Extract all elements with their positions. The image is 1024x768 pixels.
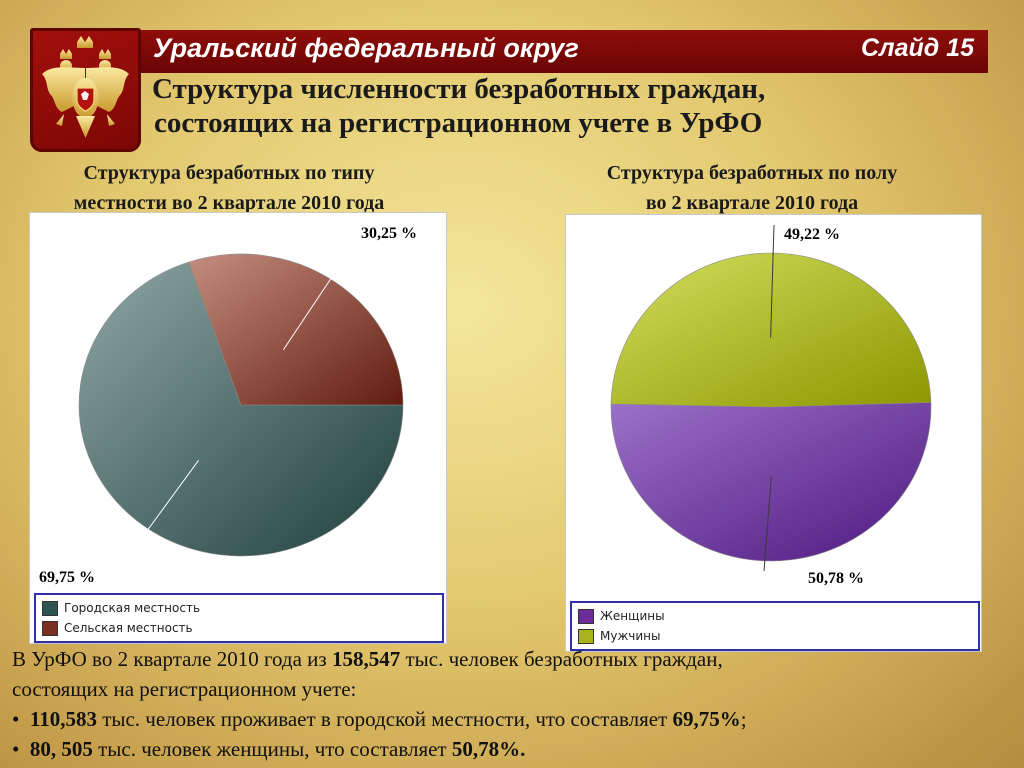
chart-1-title-line-2: местности во 2 квартале 2010 года: [73, 192, 385, 214]
pie-slice-women-leader-line: [763, 476, 772, 572]
summary-intro-a: В УрФО во 2 квартале 2010 года из: [12, 647, 332, 671]
legend-swatch-rural: [42, 620, 58, 636]
chart-2-pie: [610, 224, 932, 572]
pie-slice-urban-leader-line: [121, 459, 200, 566]
page-title-line-2: состоящих на регистрационном учете в УрФ…: [154, 107, 763, 139]
chart-1-legend: Городская местность Сельская местность: [34, 593, 444, 643]
summary-urban-end: ;: [740, 707, 747, 731]
pie-slice-rural-leader-line: [282, 246, 353, 350]
chart-2-panel: 49,22 % 50,78 % Женщины Мужчины: [565, 214, 982, 652]
chart-2-title: Структура безработных по полу во 2 кварт…: [552, 158, 952, 218]
chart-2-legend: Женщины Мужчины: [570, 601, 980, 651]
legend-item-women: Женщины: [578, 607, 665, 625]
legend-label-women: Женщины: [600, 609, 665, 623]
chart-1-panel: 30,25 % 69,75 % Городская местность Сель…: [29, 212, 447, 644]
region-title: Уральский федеральный округ: [153, 33, 579, 63]
legend-item-rural: Сельская местность: [42, 619, 193, 637]
page-title: Структура численности безработных гражда…: [152, 72, 912, 140]
chart-2-data-label-women: 50,78 %: [808, 570, 864, 587]
summary-total: 158,547: [331, 647, 401, 671]
chart-1-data-label-urban: 69,75 %: [39, 569, 95, 586]
bullet-icon: •: [12, 737, 20, 761]
legend-label-men: Мужчины: [600, 629, 661, 643]
chart-2-title-line-1: Структура безработных по полу: [606, 162, 898, 184]
pie-slice-urban: [78, 261, 404, 557]
summary-intro-b: тыс. человек безработных граждан,: [400, 647, 723, 671]
chart-1-pie: [78, 246, 404, 566]
legend-label-rural: Сельская местность: [64, 621, 193, 635]
chart-1-data-label-rural: 30,25 %: [361, 225, 417, 242]
slide-number: Слайд 15: [861, 34, 974, 62]
legend-swatch-men: [578, 628, 594, 644]
legend-item-urban: Городская местность: [42, 599, 200, 617]
page-title-line-1: Структура численности безработных гражда…: [152, 73, 766, 105]
legend-swatch-urban: [42, 600, 58, 616]
summary-urban-value: 110,583: [29, 707, 97, 731]
summary-women-text: тыс. человек женщины, что составляет: [92, 737, 452, 761]
pie-slice-rural: [188, 253, 404, 406]
summary-bullet-urban: • 110,583 тыс. человек проживает в город…: [12, 704, 1012, 734]
summary-line-2: состоящих на регистрационном учете:: [12, 677, 357, 701]
chart-2-title-line-2: во 2 квартале 2010 года: [645, 192, 859, 214]
chart-1-title-line-1: Структура безработных по типу: [83, 162, 375, 184]
summary-urban-pct: 69,75%: [672, 707, 741, 731]
summary-line-1: В УрФО во 2 квартале 2010 года из 158,54…: [12, 644, 1012, 674]
chart-1-title: Структура безработных по типу местности …: [20, 158, 438, 218]
pie-slice-men-leader-line: [770, 224, 775, 338]
legend-item-men: Мужчины: [578, 627, 660, 645]
header-bar: Уральский федеральный округ Слайд 15: [141, 30, 988, 73]
chart-2-data-label-men: 49,22 %: [784, 226, 840, 243]
legend-swatch-women: [578, 608, 594, 624]
legend-label-urban: Городская местность: [64, 601, 201, 615]
bullet-icon: •: [12, 707, 20, 731]
summary-text: В УрФО во 2 квартале 2010 года из 158,54…: [12, 644, 1012, 764]
summary-bullet-women: • 80, 505 тыс. человек женщины, что сост…: [12, 734, 1012, 764]
summary-women-value: 80, 505: [29, 737, 93, 761]
coat-of-arms-emblem: [30, 28, 141, 152]
summary-urban-text: тыс. человек проживает в городской местн…: [96, 707, 673, 731]
double-headed-eagle-icon: [42, 36, 129, 138]
summary-women-end: .: [520, 737, 526, 761]
summary-women-pct: 50,78%: [451, 737, 521, 761]
